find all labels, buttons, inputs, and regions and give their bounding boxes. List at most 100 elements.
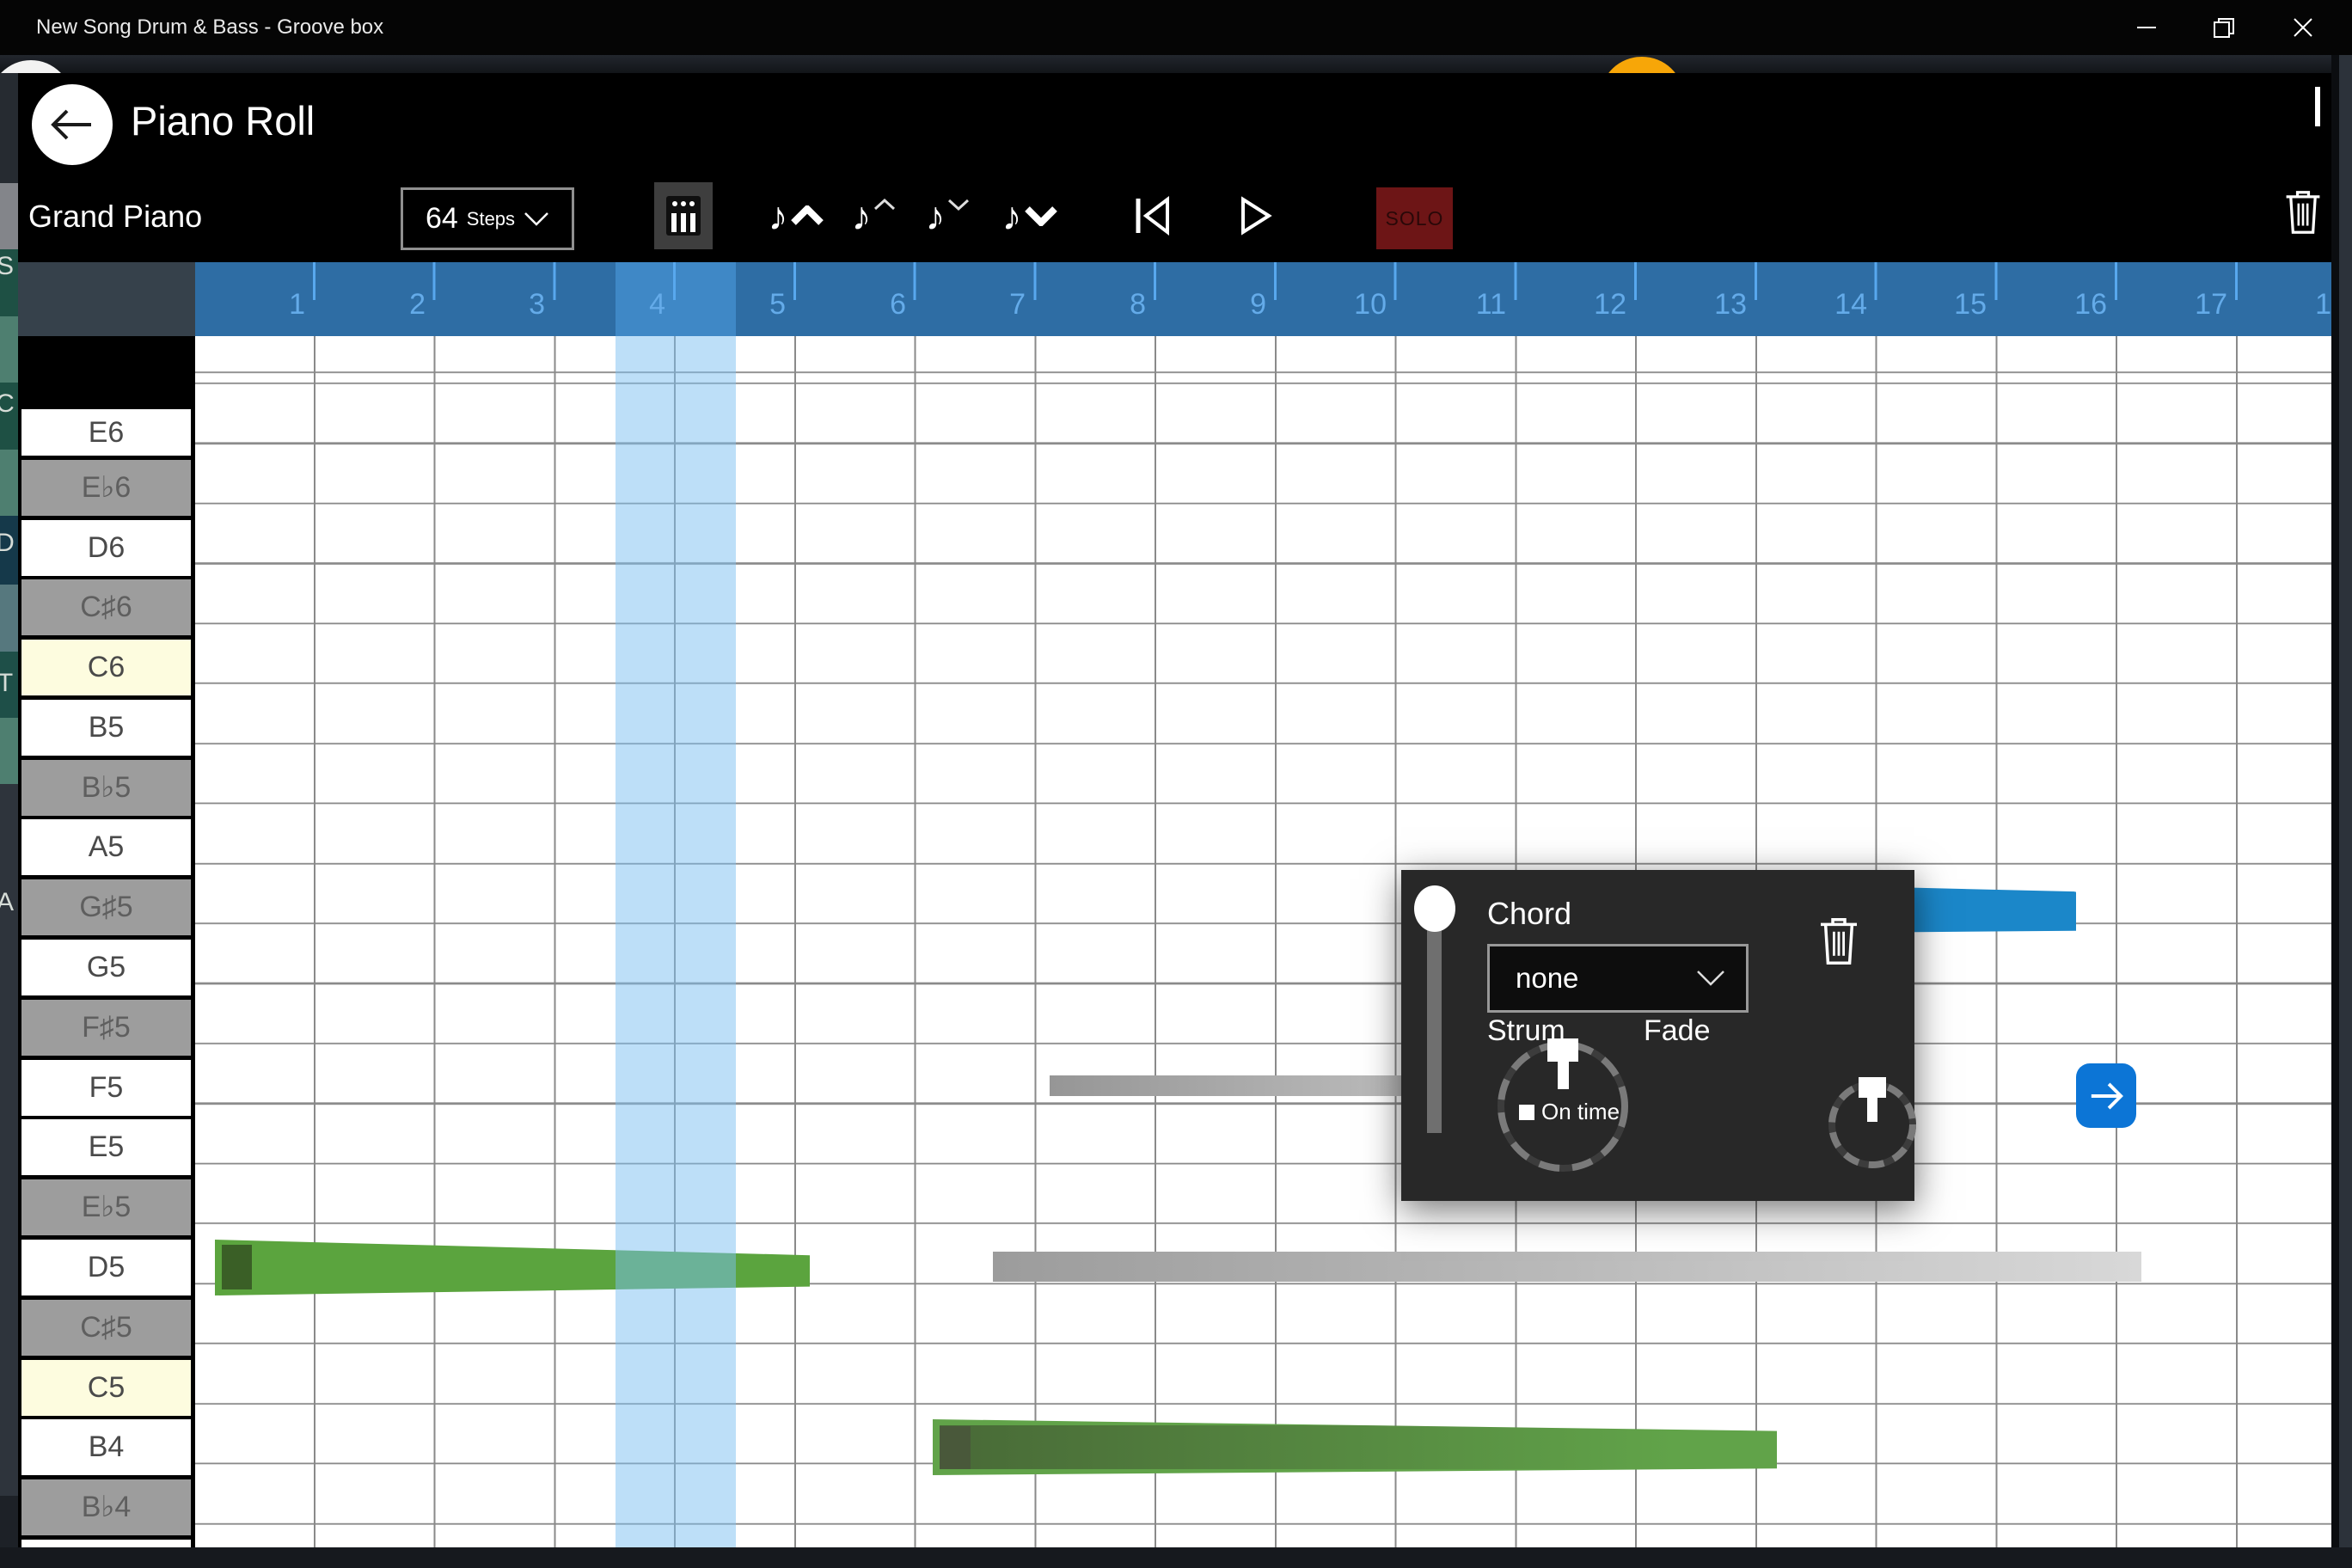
ruler-number: 17 <box>2195 288 2227 321</box>
strum-knob-dial <box>1498 1038 1628 1172</box>
piano-key[interactable]: D5 <box>21 1240 191 1295</box>
ruler-number: 7 <box>1009 288 1026 321</box>
note-grid[interactable] <box>195 336 2331 1547</box>
steps-value: 64 <box>425 202 458 235</box>
piano-key[interactable]: D6 <box>21 520 191 576</box>
piano-key[interactable]: A4 <box>21 1540 191 1547</box>
trash-icon <box>2286 191 2320 234</box>
sidebar-track-letter: A <box>0 888 14 916</box>
note-icon: ♪ <box>768 193 788 238</box>
back-button[interactable] <box>32 84 113 165</box>
play-icon <box>1241 196 1272 236</box>
piano-key[interactable]: E♭6 <box>21 460 191 516</box>
ruler-number: 10 <box>1354 288 1387 321</box>
ruler-number: 16 <box>2074 288 2107 321</box>
steps-dropdown[interactable]: 64 Steps <box>401 187 574 250</box>
chord-type-value: none <box>1516 962 1579 994</box>
piano-key[interactable]: C♯6 <box>21 579 191 635</box>
piano-key[interactable]: B5 <box>21 700 191 756</box>
note-handle[interactable] <box>940 1426 971 1469</box>
piano-key[interactable]: C♯5 <box>21 1300 191 1356</box>
background-track-sidebar: S C D T A <box>0 73 18 1547</box>
page-title: Piano Roll <box>131 98 315 144</box>
scrollbar-thumb[interactable] <box>2315 87 2320 126</box>
sidebar-block <box>0 383 18 450</box>
ruler-number: 2 <box>409 288 426 321</box>
piano-key[interactable]: F5 <box>21 1060 191 1116</box>
sidebar-block <box>0 450 18 516</box>
chord-popup-title: Chord <box>1487 896 1572 931</box>
note-fade-gradient <box>940 1425 1672 1469</box>
chevron-down-icon <box>524 211 548 226</box>
strum-value: On time <box>1519 1099 1620 1125</box>
sidebar-track-letter: S <box>0 252 14 280</box>
play-button[interactable] <box>1222 182 1290 249</box>
sidebar-block <box>0 1496 18 1547</box>
ruler-corner <box>18 262 195 336</box>
octave-down-button[interactable]: ♪ <box>983 182 1077 249</box>
piano-key[interactable]: E6 <box>21 409 191 456</box>
maximize-button[interactable] <box>2187 0 2261 55</box>
piano-key[interactable]: E5 <box>21 1119 191 1175</box>
sidebar-block <box>0 652 18 718</box>
velocity-slider-track[interactable] <box>1427 892 1442 1133</box>
piano-key[interactable]: B♭5 <box>21 760 191 816</box>
semitone-up-button[interactable]: ♪ <box>835 182 912 249</box>
sidebar-block <box>0 316 18 383</box>
close-button[interactable] <box>2266 0 2340 55</box>
piano-key-column: E6 E♭6 D6 C♯6 C6 B5 B♭5 A5 G♯5 G5 F♯5 F5… <box>18 336 195 1547</box>
piano-key[interactable]: A5 <box>21 819 191 875</box>
ruler-number: 3 <box>529 288 545 321</box>
app-background-band <box>0 55 2352 73</box>
arrow-right-icon <box>2091 1082 2123 1109</box>
sidebar-track-letter: D <box>0 529 15 557</box>
sidebar-block <box>0 249 18 316</box>
minimize-button[interactable] <box>2110 0 2184 55</box>
strum-knob[interactable] <box>1490 1033 1636 1184</box>
chord-type-dropdown[interactable]: none <box>1487 944 1749 1013</box>
ruler-number: 14 <box>1834 288 1867 321</box>
piano-roll-panel: Piano Roll Grand Piano 64 Steps ♪ <box>18 73 2331 1547</box>
octave-up-button[interactable]: ♪ <box>749 182 843 249</box>
sidebar-track-letter: T <box>0 669 14 697</box>
ruler-number: 13 <box>1714 288 1747 321</box>
close-icon <box>2294 18 2312 37</box>
ghost-note-d5[interactable] <box>993 1252 2141 1282</box>
piano-key[interactable]: B♭4 <box>21 1479 191 1535</box>
note-handle[interactable] <box>222 1245 252 1289</box>
note-extend-button[interactable] <box>2076 1063 2136 1128</box>
sidebar-block <box>0 516 18 585</box>
chevron-down-large-icon <box>1024 206 1057 226</box>
velocity-slider-thumb[interactable] <box>1414 885 1455 932</box>
ruler-number: 5 <box>769 288 786 321</box>
steps-unit: Steps <box>466 207 516 230</box>
chevron-up-small-icon <box>873 198 895 211</box>
fade-knob[interactable] <box>1821 1073 1924 1180</box>
trash-icon <box>1821 918 1857 965</box>
piano-keyboard-button[interactable] <box>654 182 713 249</box>
ruler-number: 15 <box>1954 288 1987 321</box>
sidebar-block <box>0 585 18 652</box>
ruler-ticks <box>195 262 2331 300</box>
piano-key[interactable]: E♭5 <box>21 1179 191 1235</box>
piano-key[interactable]: C5 <box>21 1360 191 1416</box>
piano-key[interactable]: C6 <box>21 640 191 695</box>
delete-note-button[interactable] <box>1818 917 1859 965</box>
timeline-ruler[interactable]: 1 2 3 4 5 6 7 8 9 10 11 12 13 14 15 16 1… <box>195 262 2331 336</box>
ruler-number: 6 <box>890 288 906 321</box>
piano-key[interactable]: F♯5 <box>21 1000 191 1056</box>
strum-value-label: On time <box>1541 1099 1620 1124</box>
minimize-icon <box>2137 27 2156 28</box>
piano-key[interactable]: G♯5 <box>21 879 191 935</box>
semitone-down-button[interactable]: ♪ <box>909 182 986 249</box>
sidebar-track-letter: C <box>0 389 15 418</box>
piano-icon <box>666 196 701 236</box>
solo-button[interactable]: SOLO <box>1376 187 1453 249</box>
skip-to-start-button[interactable] <box>1118 182 1187 249</box>
playhead-column-highlight <box>616 336 736 1547</box>
piano-key[interactable]: G5 <box>21 940 191 995</box>
title-bar: New Song Drum & Bass - Groove box <box>0 0 2352 55</box>
sidebar-block <box>0 183 18 249</box>
delete-button[interactable] <box>2284 190 2322 235</box>
piano-key[interactable]: B4 <box>21 1419 191 1475</box>
